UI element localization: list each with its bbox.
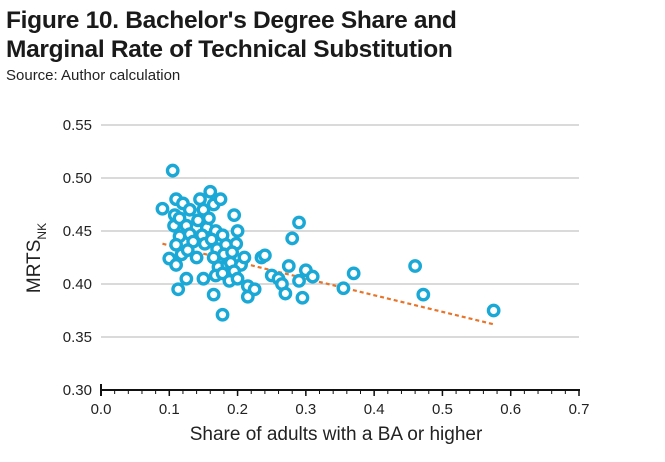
data-point xyxy=(196,271,211,286)
y-tick-label: 0.45 xyxy=(63,223,92,240)
x-tick-label: 0.4 xyxy=(364,401,385,418)
data-point xyxy=(203,184,218,199)
data-point xyxy=(206,287,221,302)
x-axis-title: Share of adults with a BA or higher xyxy=(190,424,483,445)
data-point xyxy=(171,282,186,297)
y-tick-label: 0.55 xyxy=(63,117,92,134)
data-point xyxy=(346,266,361,281)
data-point xyxy=(169,258,184,272)
axes xyxy=(100,384,580,396)
data-points xyxy=(155,163,501,322)
x-tick-label: 0.7 xyxy=(569,401,590,418)
x-tick-label: 0.5 xyxy=(432,401,453,418)
data-point xyxy=(237,250,252,265)
data-point xyxy=(227,208,242,223)
data-point xyxy=(155,201,170,216)
data-point xyxy=(165,163,180,178)
data-point xyxy=(292,215,306,230)
data-point xyxy=(180,243,195,257)
data-point xyxy=(189,250,204,265)
data-point xyxy=(169,237,184,252)
data-point xyxy=(230,271,245,286)
axis-labels: Share of adults with a BA or higher MRTS… xyxy=(24,117,589,445)
chart-source-note: Source: Author calculation xyxy=(6,67,181,84)
x-tick-label: 0.0 xyxy=(91,401,112,418)
y-axis-title: MRTSNK xyxy=(24,223,49,293)
y-axis-title-subscript: NK xyxy=(35,223,49,240)
data-point xyxy=(193,192,207,207)
x-tick-label: 0.1 xyxy=(159,401,180,418)
data-point xyxy=(225,245,240,260)
x-tick-label: 0.6 xyxy=(500,401,521,418)
x-tick-label: 0.2 xyxy=(227,401,248,418)
y-axis-title-main: MRTS xyxy=(24,240,45,293)
y-tick-label: 0.35 xyxy=(63,329,92,346)
y-tick-label: 0.30 xyxy=(63,382,92,399)
data-point xyxy=(230,224,245,238)
data-point xyxy=(201,211,216,226)
data-point xyxy=(416,287,431,302)
chart-title-line-1: Figure 10. Bachelor's Degree Share and xyxy=(6,7,457,34)
data-point xyxy=(179,271,194,286)
data-point xyxy=(278,286,293,301)
data-point xyxy=(247,282,262,297)
data-point xyxy=(336,281,351,296)
data-point xyxy=(295,290,310,305)
data-point xyxy=(285,231,300,246)
x-tick-label: 0.3 xyxy=(295,401,316,418)
data-point xyxy=(281,259,296,273)
data-point xyxy=(305,269,320,284)
data-point xyxy=(257,248,272,263)
data-point xyxy=(292,273,306,288)
data-point xyxy=(408,259,423,273)
y-tick-label: 0.40 xyxy=(63,276,92,293)
chart-title: Figure 10. Bachelor's Degree Share and M… xyxy=(6,6,457,64)
data-point xyxy=(215,307,230,322)
chart-title-line-2: Marginal Rate of Technical Substitution xyxy=(6,36,453,63)
data-point xyxy=(182,202,197,217)
data-point xyxy=(213,192,228,207)
data-point xyxy=(204,232,219,247)
data-point xyxy=(486,303,501,318)
y-tick-label: 0.50 xyxy=(63,170,92,187)
